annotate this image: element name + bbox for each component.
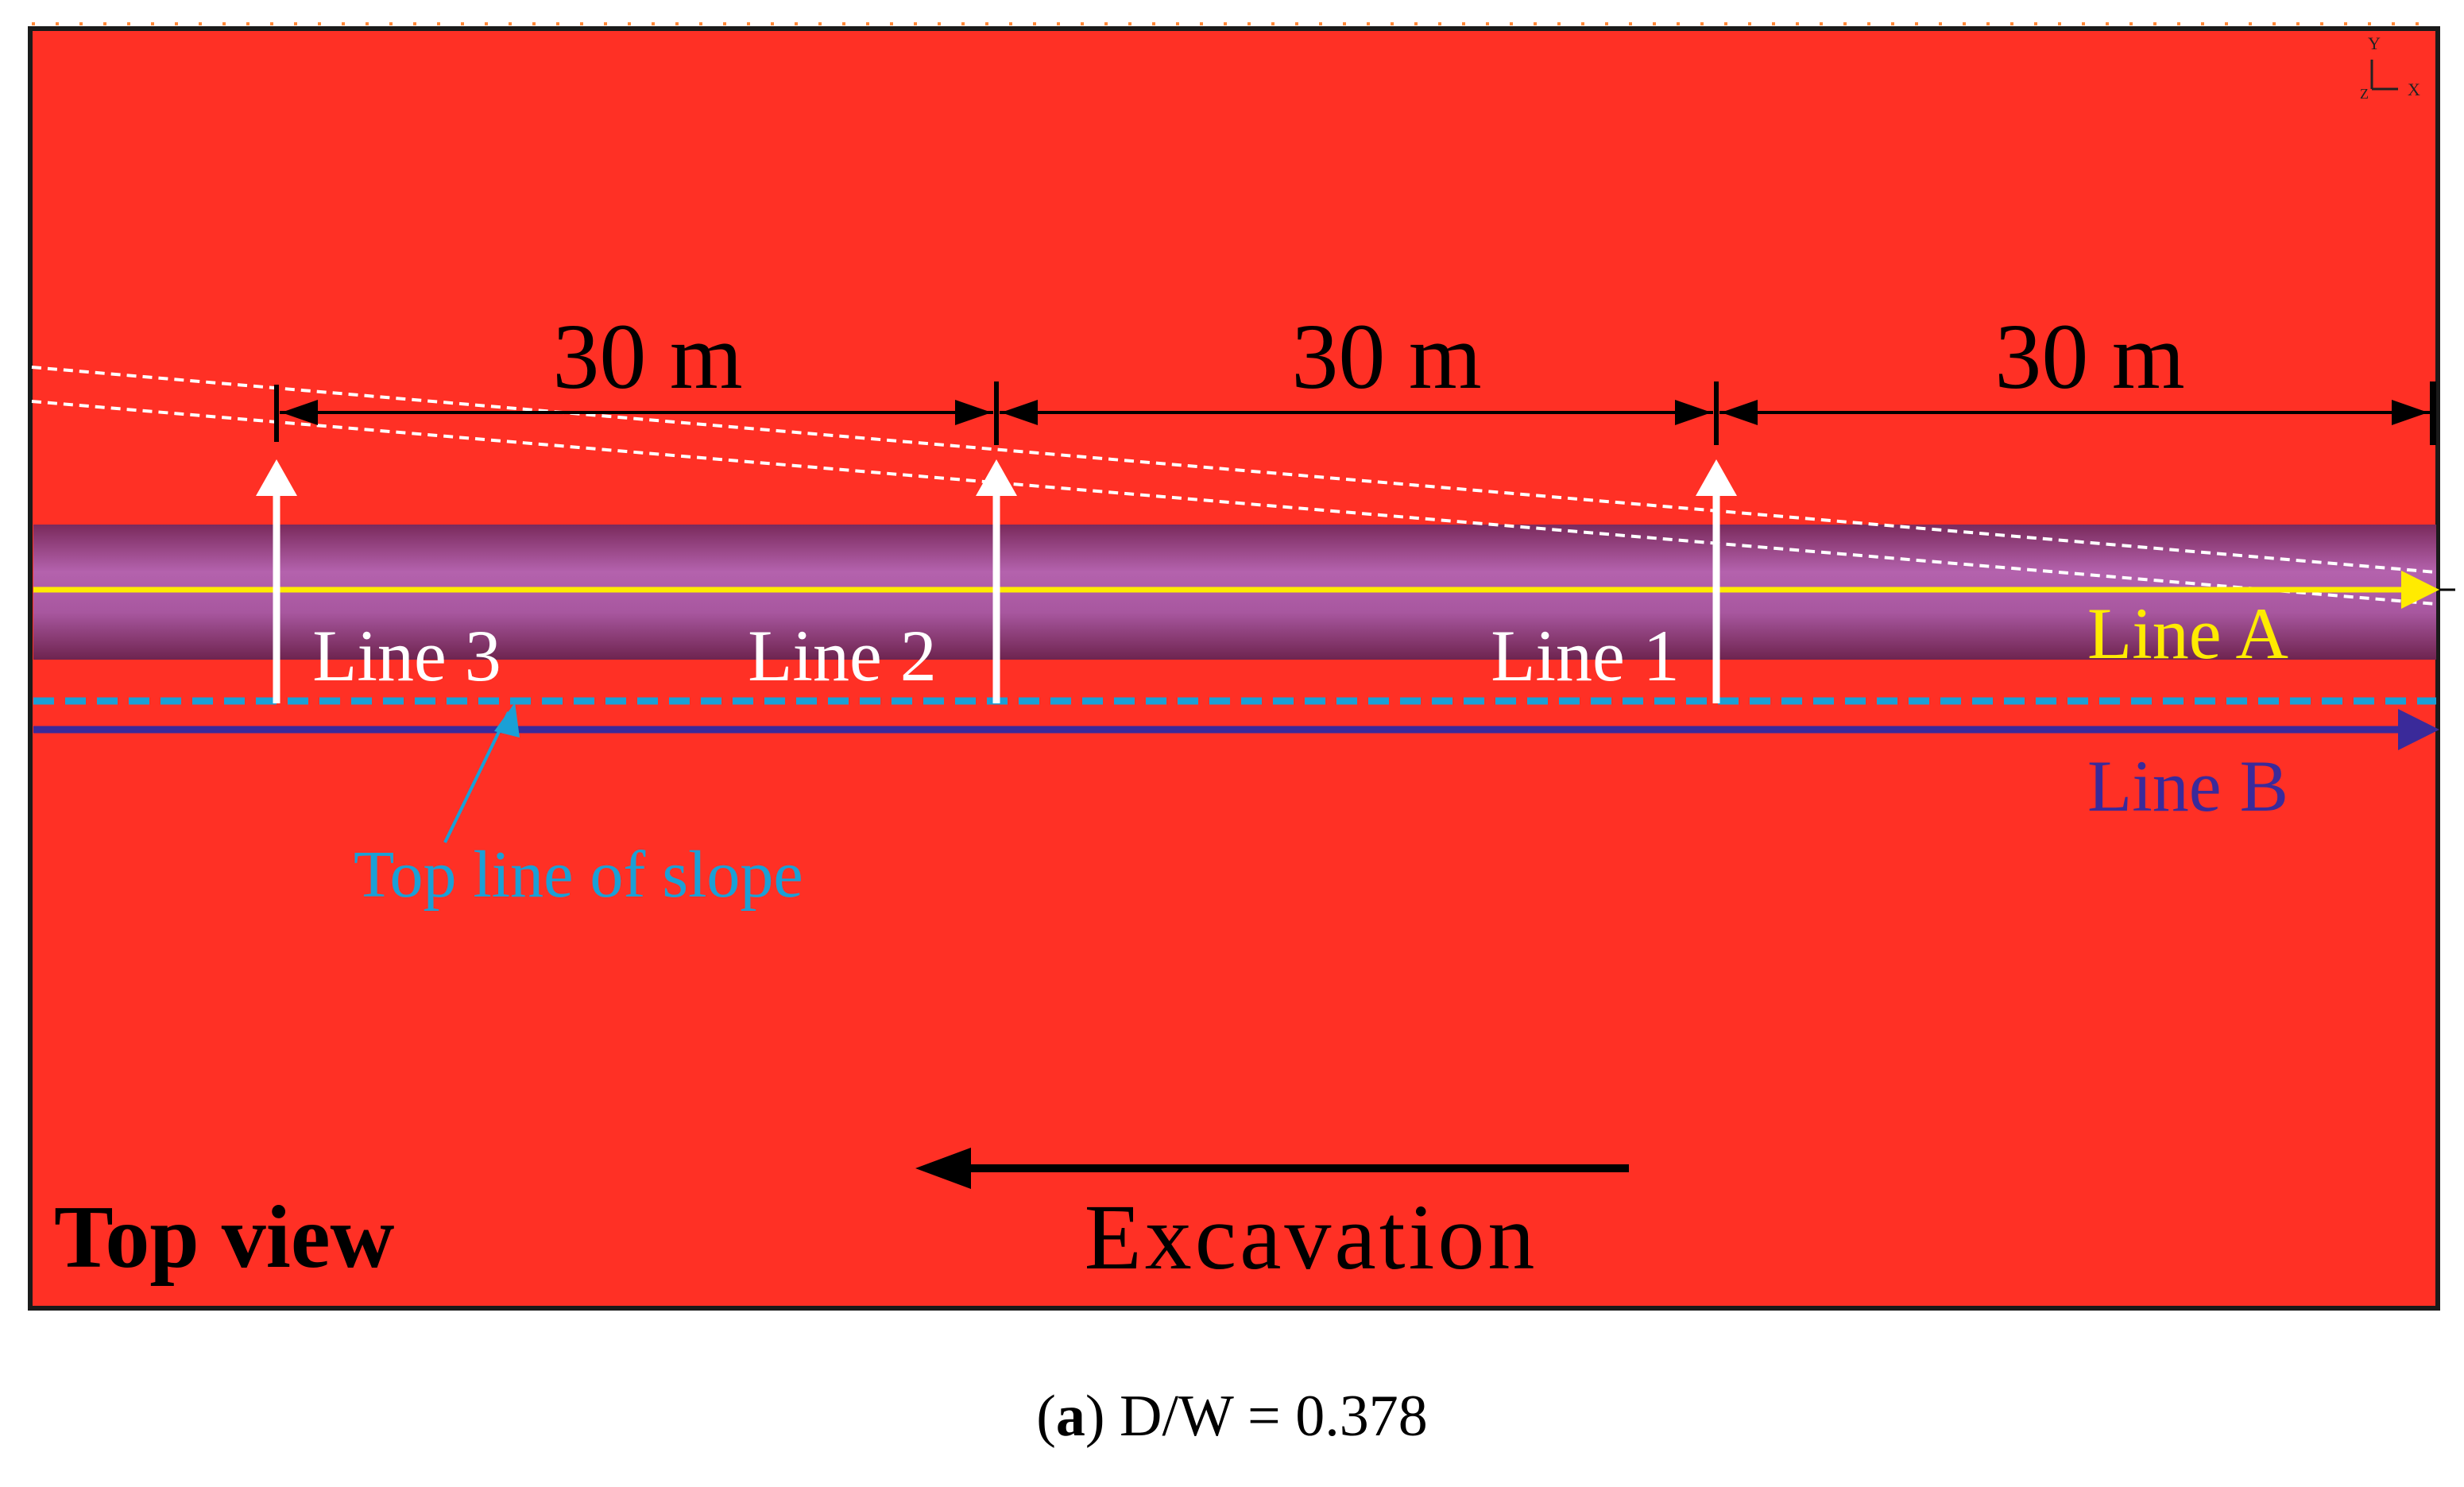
caption-letter: a	[1055, 1384, 1085, 1449]
dimension-ticks	[274, 381, 2436, 445]
ground-model	[28, 26, 2440, 1311]
excavation-arrowhead	[915, 1148, 971, 1189]
dimension-label-2: 30 m	[1291, 304, 1481, 409]
line-a-arrowhead	[2401, 571, 2439, 609]
excavation-label: Excavation	[1085, 1185, 1538, 1289]
axis-y-label: Y	[2368, 33, 2381, 53]
line-b-arrowhead	[2398, 709, 2439, 750]
caption-close-paren: )	[1085, 1384, 1105, 1449]
line-b-label: Line B	[2087, 745, 2288, 827]
line-a-label: Line A	[2087, 593, 2288, 674]
slope-pointer-line	[443, 711, 510, 843]
figure-caption: (a) D/W = 0.378	[0, 1383, 2464, 1450]
view-label: Top view	[54, 1188, 395, 1287]
slope-projection-line-lower	[31, 400, 2437, 606]
monitoring-line-2-arrow	[976, 459, 1017, 703]
axis-x-label: X	[2408, 79, 2420, 99]
monitoring-line-1-arrow	[1696, 459, 1737, 703]
dimension-label-3: 30 m	[1994, 304, 2184, 409]
line-1-label: Line 1	[1491, 615, 1680, 696]
caption-open-paren: (	[1036, 1384, 1056, 1449]
line-3-label: Line 3	[312, 615, 501, 696]
monitoring-line-3-arrow	[256, 459, 297, 703]
slope-top-label: Top line of slope	[354, 838, 803, 912]
slope-pointer-arrowhead	[494, 703, 520, 738]
dimension-arrows	[280, 400, 2430, 425]
dimension-label-1: 30 m	[552, 304, 742, 409]
caption-expression: D/W = 0.378	[1120, 1384, 1428, 1449]
line-2-label: Line 2	[748, 615, 937, 696]
slope-projection-line-upper	[31, 366, 2437, 574]
axis-triad-icon: Y X Z	[2360, 33, 2420, 102]
axis-z-label: Z	[2360, 86, 2369, 102]
